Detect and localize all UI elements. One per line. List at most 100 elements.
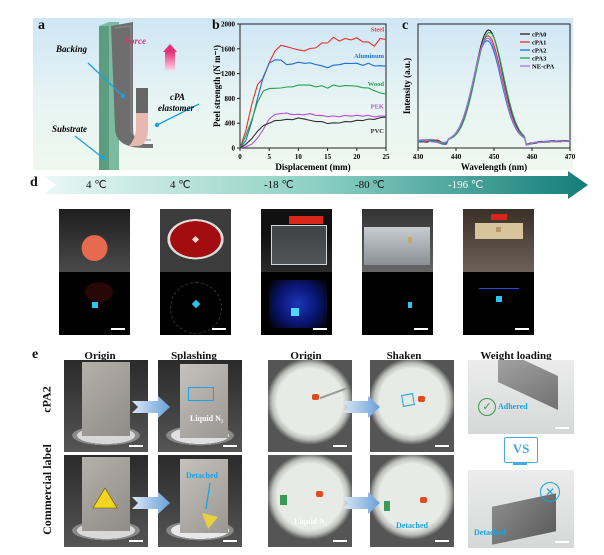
y-tick-label: 1200 (221, 70, 236, 78)
panel-label-a: a (38, 18, 45, 33)
column-header-origin-1: Origin (84, 350, 116, 362)
y-tick-label: 400 (225, 120, 236, 128)
x-axis-label: Wavelength (nm) (461, 162, 527, 172)
panel-label-d: d (30, 175, 38, 190)
legend-label-ne-cpa: NE-cPA (532, 64, 555, 71)
commercial-dish-shaken-photo: Detached (370, 455, 454, 547)
force-label: Force (124, 36, 146, 46)
commercial-origin-photo: ⚡ (64, 455, 148, 547)
x-tick-label: 460 (527, 153, 538, 161)
series-label-aluminum: Aluminum (354, 53, 385, 60)
x-axis-label: Displacement (mm) (275, 162, 350, 172)
plot-frame (417, 23, 571, 149)
x-tick-label: 20 (353, 153, 361, 161)
force-arrow-icon (163, 44, 177, 52)
y-tick-label: 0 (232, 145, 236, 153)
monitor-stand (513, 462, 527, 465)
intensity-chart: 430 440 450 460 470 Wavelength (nm) Intensity … (402, 23, 576, 172)
tube-rack-uv-photo (261, 272, 332, 335)
row-label-commercial: Commercial label (40, 444, 54, 535)
check-circle-icon: ✓ (478, 398, 496, 416)
elastomer-label-line2: elastomer (158, 103, 194, 113)
cpa2-dish-origin-photo (268, 360, 352, 452)
legend-label-cpa3: cPA3 (532, 56, 547, 63)
dewar-rack-uv-photo (463, 272, 534, 335)
x-tick-label: 0 (238, 153, 242, 161)
agar-dish-uv-photo (160, 272, 231, 335)
elastomer-label-line1: cPA (170, 92, 185, 102)
arrow-right-icon (132, 492, 170, 514)
row-label-cpa2: cPA2 (39, 386, 54, 413)
x-tick-label: 25 (383, 153, 391, 161)
adhered-label: Adhered (498, 402, 528, 411)
arrow-right-icon (342, 492, 380, 514)
vs-monitor-icon: VS (504, 437, 538, 463)
column-header-weight-loading: Weight loading (480, 350, 552, 362)
temperature-4: -80 ℃ (355, 179, 385, 191)
x-tick-label: 430 (413, 153, 424, 161)
panel-label-e: e (32, 347, 39, 362)
detached-weight-photo: ✕ Detached (468, 470, 574, 548)
detached-label-weight: Detached (474, 528, 506, 537)
cpa2-splashing-photo: Liquid N₂ (158, 360, 242, 452)
commercial-dish-origin-photo: Liquid N₂ (268, 455, 352, 547)
temperature-arrow (44, 171, 588, 199)
y-axis-label: Intensity (a.u.) (402, 58, 412, 114)
temperature-5: -196 ℃ (448, 179, 484, 191)
series-line-pvc (239, 116, 387, 149)
backing-label: Backing (56, 44, 88, 54)
x-tick-label: 470 (565, 153, 576, 161)
series-line-pek (239, 112, 387, 149)
liquid-n2-label-top: Liquid N₂ (190, 414, 224, 423)
cross-circle-icon: ✕ (540, 482, 560, 502)
series-line-aluminum (239, 59, 387, 149)
svg-text:⚡: ⚡ (100, 495, 110, 505)
y-tick-label: 800 (225, 95, 236, 103)
x-tick-label: 15 (324, 153, 332, 161)
vs-text: VS (512, 441, 530, 456)
panel-label-b: b (212, 18, 220, 33)
series-label-steel: Steel (371, 27, 385, 34)
freezer-box-photo (362, 209, 433, 272)
peel-strength-chart: 0 5 10 15 20 25 0 400 800 1200 1600 2000 Displacemen… (212, 21, 391, 173)
detached-label-splash: Detached (186, 471, 218, 480)
liquid-n2-label-bottom: Liquid N₂ (294, 517, 328, 526)
temperature-2: 4 ℃ (170, 179, 191, 191)
substrate-label: Substrate (52, 124, 88, 134)
legend-label-cpa1: cPA1 (532, 40, 546, 47)
series-line-cpa2 (417, 40, 571, 145)
series-line-wood (239, 84, 387, 149)
detached-label-icon (202, 482, 218, 529)
series-label-pek: PEK (371, 103, 384, 110)
freezer-box-uv-photo (362, 272, 433, 335)
arrow-right-icon (342, 396, 380, 418)
adhesion-schematic (74, 22, 200, 170)
y-tick-label: 2000 (221, 21, 236, 29)
column-header-splashing: Splashing (171, 350, 217, 362)
x-tick-label: 10 (295, 153, 303, 161)
legend-label-cpa2: cPA2 (532, 48, 546, 55)
x-tick-label: 5 (267, 153, 271, 161)
commercial-splashing-photo: Detached (158, 455, 242, 547)
apple-photo (59, 209, 130, 272)
apple-uv-photo (59, 272, 130, 335)
y-tick-label: 1600 (221, 45, 236, 53)
warning-label-icon: ⚡ (92, 487, 118, 509)
adhered-weight-photo: ✓ Adhered (468, 360, 574, 434)
panel-label-c: c (402, 18, 409, 33)
series-label-pvc: PVC (371, 128, 385, 135)
plot-frame (239, 23, 387, 149)
legend-label-cpa0: cPA0 (532, 32, 546, 39)
series-line-ne-cpa (417, 37, 571, 146)
cpa-elastomer (129, 113, 148, 146)
x-tick-label: 450 (489, 153, 500, 161)
temperature-1: 4 ℃ (86, 179, 107, 191)
cpa2-dish-shaken-photo (370, 360, 454, 452)
backing-strip (111, 22, 153, 148)
temperature-3: -18 ℃ (264, 179, 294, 191)
tube-rack-photo (261, 209, 332, 272)
series-label-wood: Wood (368, 81, 385, 88)
dewar-rack-photo (463, 209, 534, 272)
column-header-shaken: Shaken (386, 350, 422, 362)
